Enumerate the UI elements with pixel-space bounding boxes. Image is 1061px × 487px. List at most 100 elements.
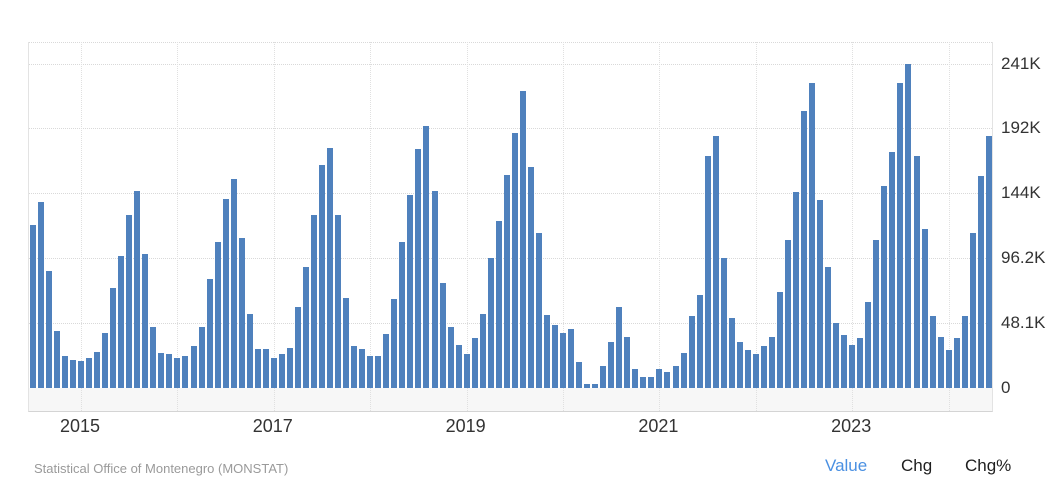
bar-2020-10[interactable] xyxy=(632,369,639,388)
bar-2018-03[interactable] xyxy=(383,334,390,388)
bar-2022-12[interactable] xyxy=(841,335,848,388)
bar-2015-02[interactable] xyxy=(86,358,92,388)
bar-2021-09[interactable] xyxy=(720,258,727,388)
bar-2022-05[interactable] xyxy=(784,240,791,388)
bar-2017-06[interactable] xyxy=(311,215,317,388)
bar-2019-08[interactable] xyxy=(519,91,526,388)
bar-2021-04[interactable] xyxy=(680,353,687,388)
bar-2022-10[interactable] xyxy=(825,267,832,388)
bar-2021-05[interactable] xyxy=(688,316,695,388)
bar-2022-08[interactable] xyxy=(809,83,815,388)
bar-2016-01[interactable] xyxy=(174,358,181,388)
bar-2022-01[interactable] xyxy=(752,354,759,388)
bar-2019-03[interactable] xyxy=(479,314,486,388)
bar-2016-12[interactable] xyxy=(262,349,269,388)
bar-2019-07[interactable] xyxy=(511,133,518,388)
bar-2022-07[interactable] xyxy=(801,111,807,388)
bar-2018-09[interactable] xyxy=(431,191,438,388)
bar-2021-11[interactable] xyxy=(736,342,743,388)
bar-2023-03[interactable] xyxy=(865,302,872,388)
source-attribution-link[interactable]: Statistical Office of Montenegro (MONSTA… xyxy=(34,461,289,476)
bar-2019-02[interactable] xyxy=(471,338,478,388)
bar-2018-06[interactable] xyxy=(407,195,414,388)
bar-2020-12[interactable] xyxy=(648,377,655,388)
bar-2021-03[interactable] xyxy=(672,366,679,388)
bar-2023-12[interactable] xyxy=(937,337,944,388)
bar-2015-05[interactable] xyxy=(110,288,117,388)
bar-2018-12[interactable] xyxy=(455,345,462,388)
bar-2021-01[interactable] xyxy=(656,369,663,388)
bar-2017-10[interactable] xyxy=(343,298,350,388)
bar-2020-06[interactable] xyxy=(600,366,607,388)
bar-2015-06[interactable] xyxy=(118,256,125,388)
bar-2017-08[interactable] xyxy=(327,148,333,388)
bar-2023-01[interactable] xyxy=(849,345,856,388)
bar-2024-05[interactable] xyxy=(977,176,984,388)
tab-chg-percent[interactable]: Chg% xyxy=(965,456,1012,475)
bar-2020-08[interactable] xyxy=(616,307,623,388)
bar-2023-02[interactable] xyxy=(857,338,864,388)
bar-2015-09[interactable] xyxy=(142,254,149,388)
bar-2016-05[interactable] xyxy=(206,279,213,388)
bar-2019-01[interactable] xyxy=(463,354,470,388)
bar-2015-07[interactable] xyxy=(126,215,133,388)
bar-2016-06[interactable] xyxy=(214,242,221,388)
bar-2017-05[interactable] xyxy=(302,267,309,388)
bar-2017-12[interactable] xyxy=(359,349,366,388)
bar-2015-08[interactable] xyxy=(134,191,141,388)
bar-2020-02[interactable] xyxy=(568,329,574,388)
bar-2023-06[interactable] xyxy=(889,152,896,388)
bar-2022-02[interactable] xyxy=(760,346,767,388)
bar-2017-01[interactable] xyxy=(270,358,277,388)
bar-2020-07[interactable] xyxy=(608,342,615,388)
bar-2022-04[interactable] xyxy=(776,292,783,388)
bar-2020-05[interactable] xyxy=(592,384,599,388)
bar-2023-07[interactable] xyxy=(897,83,904,388)
bar-2024-03[interactable] xyxy=(961,316,968,388)
bar-2015-12[interactable] xyxy=(166,354,173,388)
bar-2021-02[interactable] xyxy=(664,372,671,388)
bar-2022-09[interactable] xyxy=(817,200,824,388)
bar-2019-05[interactable] xyxy=(495,221,502,388)
bar-2019-11[interactable] xyxy=(543,315,550,388)
bar-2020-01[interactable] xyxy=(560,333,566,388)
bar-2024-04[interactable] xyxy=(969,233,976,388)
bar-2024-02[interactable] xyxy=(953,338,960,388)
bar-2018-11[interactable] xyxy=(447,327,454,388)
bar-2015-11[interactable] xyxy=(158,353,165,388)
bar-2023-11[interactable] xyxy=(929,316,936,388)
bar-2014-08[interactable] xyxy=(37,202,44,388)
tab-value[interactable]: Value xyxy=(825,456,868,475)
bar-2017-09[interactable] xyxy=(335,215,342,388)
bar-2016-07[interactable] xyxy=(222,199,229,388)
bar-2022-03[interactable] xyxy=(768,337,775,388)
bar-2015-01[interactable] xyxy=(78,361,84,388)
bar-2021-07[interactable] xyxy=(704,156,711,388)
bar-2020-09[interactable] xyxy=(624,337,631,388)
bar-2017-07[interactable] xyxy=(319,165,325,388)
bar-2019-04[interactable] xyxy=(487,258,494,388)
bar-2014-11[interactable] xyxy=(61,356,68,388)
bar-2024-06[interactable] xyxy=(985,136,992,388)
bar-2016-09[interactable] xyxy=(238,238,245,388)
bar-2021-08[interactable] xyxy=(712,136,719,388)
bar-2018-08[interactable] xyxy=(423,126,430,388)
tab-chg[interactable]: Chg xyxy=(901,456,933,475)
bar-2016-08[interactable] xyxy=(230,179,237,388)
bar-2014-07[interactable] xyxy=(29,225,36,388)
bar-2015-10[interactable] xyxy=(150,327,157,388)
bar-2021-06[interactable] xyxy=(696,295,703,388)
bar-2019-09[interactable] xyxy=(527,167,534,388)
bar-2022-11[interactable] xyxy=(833,323,840,388)
bar-2015-04[interactable] xyxy=(102,333,109,388)
bar-2019-12[interactable] xyxy=(552,325,558,388)
bar-2014-09[interactable] xyxy=(45,271,52,388)
bar-2019-06[interactable] xyxy=(503,175,510,388)
bar-2021-10[interactable] xyxy=(728,318,735,388)
bar-2016-04[interactable] xyxy=(198,327,205,388)
bar-2018-07[interactable] xyxy=(415,149,422,388)
bar-2015-03[interactable] xyxy=(94,352,101,388)
bar-2022-06[interactable] xyxy=(793,192,799,388)
bar-2018-05[interactable] xyxy=(399,242,406,388)
bar-2020-11[interactable] xyxy=(640,377,647,388)
